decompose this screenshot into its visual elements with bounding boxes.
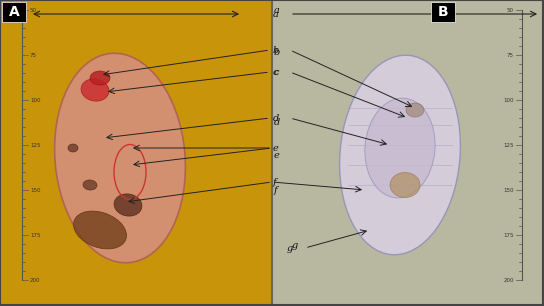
- Text: 175: 175: [30, 233, 40, 237]
- FancyBboxPatch shape: [2, 2, 26, 22]
- Ellipse shape: [114, 194, 142, 216]
- Text: b: b: [273, 46, 279, 54]
- Text: 150: 150: [30, 188, 40, 192]
- FancyBboxPatch shape: [0, 0, 272, 306]
- Text: 100: 100: [504, 98, 514, 103]
- Text: b: b: [274, 47, 280, 57]
- Text: c: c: [274, 68, 280, 76]
- Text: 175: 175: [504, 233, 514, 237]
- Text: 150: 150: [504, 188, 514, 192]
- Text: f: f: [274, 185, 277, 195]
- Ellipse shape: [73, 211, 127, 249]
- Text: 100: 100: [30, 98, 40, 103]
- Ellipse shape: [90, 71, 110, 85]
- Ellipse shape: [365, 98, 435, 198]
- Text: g: g: [292, 241, 298, 249]
- FancyBboxPatch shape: [272, 0, 544, 306]
- Ellipse shape: [54, 53, 186, 263]
- Text: c: c: [273, 68, 279, 76]
- Text: d: d: [273, 114, 279, 122]
- Text: 125: 125: [30, 143, 40, 147]
- Text: A: A: [9, 5, 20, 19]
- Text: 50: 50: [507, 8, 514, 13]
- Ellipse shape: [81, 79, 109, 101]
- Text: a: a: [273, 9, 279, 18]
- Ellipse shape: [83, 180, 97, 190]
- Text: e: e: [274, 151, 280, 159]
- Ellipse shape: [339, 55, 460, 255]
- Ellipse shape: [68, 144, 78, 152]
- Text: B: B: [438, 5, 448, 19]
- Text: 200: 200: [30, 278, 40, 282]
- Text: 50: 50: [30, 8, 37, 13]
- Ellipse shape: [390, 173, 420, 197]
- Text: 125: 125: [504, 143, 514, 147]
- Text: g: g: [287, 244, 293, 252]
- Text: e: e: [273, 144, 279, 152]
- Text: d: d: [274, 118, 280, 126]
- Text: 75: 75: [507, 53, 514, 58]
- Text: f: f: [273, 177, 277, 186]
- FancyBboxPatch shape: [431, 2, 455, 22]
- Text: a: a: [274, 6, 280, 14]
- Ellipse shape: [406, 103, 424, 117]
- Text: 200: 200: [504, 278, 514, 282]
- Text: 75: 75: [30, 53, 37, 58]
